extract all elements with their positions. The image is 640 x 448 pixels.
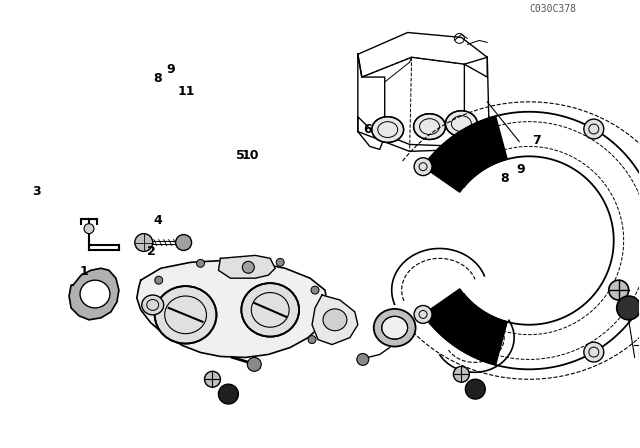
Polygon shape	[312, 295, 358, 345]
Ellipse shape	[372, 116, 404, 142]
Circle shape	[308, 336, 316, 344]
Circle shape	[218, 384, 238, 404]
Polygon shape	[423, 289, 507, 365]
Circle shape	[584, 342, 604, 362]
Text: 4: 4	[153, 214, 162, 227]
Ellipse shape	[381, 316, 408, 339]
Text: 10: 10	[241, 149, 259, 162]
Circle shape	[276, 258, 284, 266]
Text: 9: 9	[516, 163, 525, 176]
Text: C030C378: C030C378	[529, 4, 576, 14]
Text: 1: 1	[80, 265, 88, 278]
Text: 5: 5	[236, 149, 244, 162]
Circle shape	[155, 276, 163, 284]
Ellipse shape	[323, 309, 347, 331]
Ellipse shape	[155, 286, 216, 344]
Ellipse shape	[374, 309, 415, 347]
Polygon shape	[137, 260, 328, 358]
Text: 8: 8	[500, 172, 509, 185]
Ellipse shape	[80, 280, 110, 308]
Text: 3: 3	[32, 185, 41, 198]
Circle shape	[609, 280, 628, 300]
Ellipse shape	[241, 283, 299, 336]
Ellipse shape	[413, 114, 445, 139]
Circle shape	[247, 358, 261, 371]
Circle shape	[84, 224, 94, 233]
Circle shape	[135, 233, 153, 251]
Text: 7: 7	[532, 134, 541, 147]
Circle shape	[584, 119, 604, 139]
Circle shape	[414, 158, 432, 176]
Text: 2: 2	[147, 245, 156, 258]
Polygon shape	[69, 268, 119, 320]
Polygon shape	[423, 116, 507, 192]
Text: 9: 9	[166, 63, 175, 76]
Circle shape	[311, 286, 319, 294]
Text: 11: 11	[177, 85, 195, 98]
Circle shape	[205, 371, 220, 387]
Circle shape	[243, 261, 254, 273]
Ellipse shape	[445, 111, 477, 137]
Circle shape	[453, 366, 469, 382]
Polygon shape	[218, 255, 275, 278]
Text: 6: 6	[364, 123, 372, 136]
Circle shape	[465, 379, 485, 399]
Circle shape	[357, 353, 369, 366]
Circle shape	[414, 306, 432, 323]
Circle shape	[617, 296, 640, 320]
Circle shape	[175, 235, 191, 250]
Text: 8: 8	[153, 72, 162, 85]
Ellipse shape	[142, 295, 164, 315]
Circle shape	[196, 259, 205, 267]
